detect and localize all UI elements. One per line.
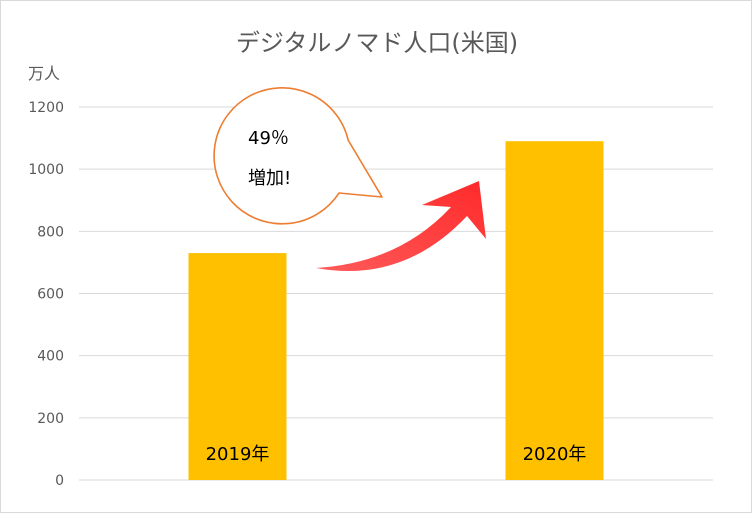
y-tick-label: 400 bbox=[37, 349, 64, 365]
y-axis-unit-label: 万人 bbox=[28, 64, 60, 83]
callout-percent-text: 49％ bbox=[248, 128, 289, 149]
callout-increase-text: 増加! bbox=[248, 168, 291, 189]
bar bbox=[188, 253, 287, 480]
y-tick-label: 0 bbox=[55, 473, 64, 489]
chart-title: デジタルノマド人口(米国) bbox=[236, 29, 518, 57]
y-tick-label: 1000 bbox=[28, 162, 64, 178]
gridlines bbox=[79, 106, 713, 481]
y-axis-ticks: 0 200 400 600 800 1000 1200 bbox=[28, 100, 64, 489]
y-tick-label: 800 bbox=[37, 224, 64, 240]
category-label: 2020年 bbox=[523, 444, 587, 465]
y-tick-label: 200 bbox=[37, 411, 64, 427]
annotation-callout: 49％ 増加! bbox=[213, 87, 383, 225]
category-label: 2019年 bbox=[206, 444, 270, 465]
category-labels: 2019年 2020年 bbox=[206, 444, 587, 465]
y-tick-label: 600 bbox=[37, 287, 64, 303]
bar bbox=[505, 141, 604, 481]
speech-bubble bbox=[213, 87, 383, 225]
y-tick-label: 1200 bbox=[28, 100, 64, 116]
bars bbox=[188, 141, 604, 481]
curved-arrow-icon bbox=[316, 181, 486, 272]
